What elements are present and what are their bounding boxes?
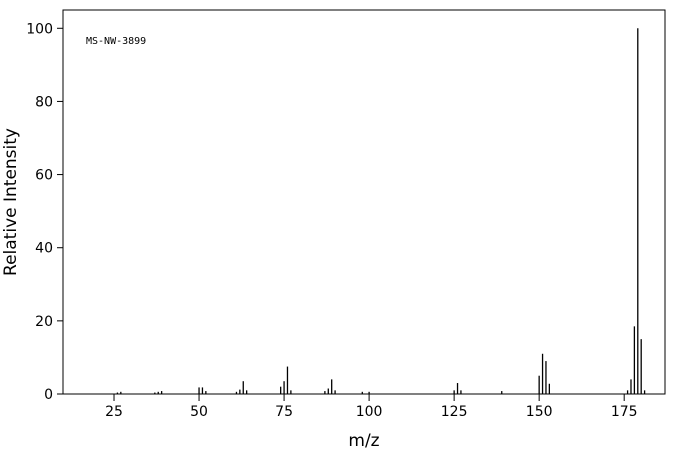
x-tick-label: 175 [611,404,638,420]
x-axis-label: m/z [348,431,379,451]
x-tick-label: 25 [105,404,123,420]
y-tick-label: 60 [35,168,53,184]
y-tick-label: 20 [35,314,53,330]
x-tick-label: 100 [356,404,383,420]
y-tick-label: 0 [44,387,53,403]
x-tick-label: 150 [526,404,553,420]
y-tick-label: 40 [35,241,53,257]
x-tick-label: 125 [441,404,468,420]
x-tick-label: 75 [275,404,293,420]
y-tick-label: 80 [35,94,53,110]
plot-frame [62,9,666,395]
y-tick-label: 100 [26,21,53,37]
annotation: MS-NW-3899 [86,36,146,47]
x-tick-label: 50 [190,404,208,420]
y-axis-label: Relative Intensity [1,128,21,276]
